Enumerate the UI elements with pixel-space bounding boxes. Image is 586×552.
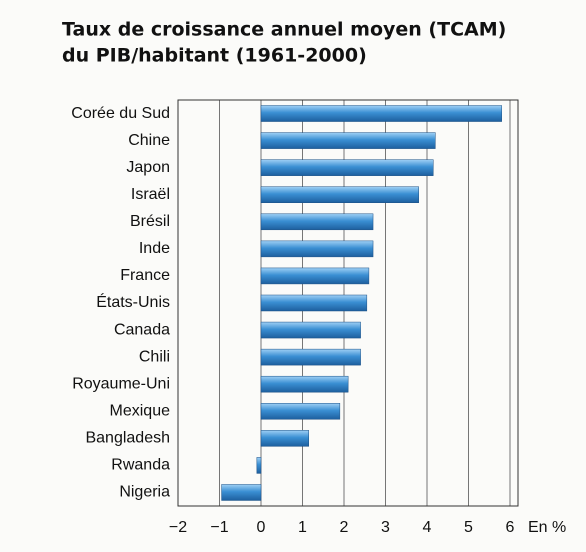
y-tick-label: Corée du Sud [71, 105, 170, 122]
bar [260, 105, 502, 122]
y-tick-label: Inde [139, 240, 170, 257]
y-tick-label: Chili [139, 348, 170, 365]
bar [260, 294, 368, 312]
y-tick-label: Mexique [110, 402, 171, 419]
bar [260, 240, 374, 258]
bar [260, 403, 341, 420]
x-tick-label: 5 [464, 519, 473, 536]
bar [260, 321, 361, 339]
y-tick-label: Chine [128, 132, 170, 149]
bar [260, 132, 436, 149]
x-tick-label: 0 [257, 519, 266, 536]
bar [260, 186, 419, 203]
x-tick-label: 3 [381, 519, 390, 536]
y-tick-label: États-Unis [96, 292, 170, 311]
y-tick-label: Rwanda [111, 457, 170, 474]
bar [260, 348, 361, 366]
y-tick-label: Israël [131, 186, 170, 203]
bar [260, 375, 349, 393]
y-tick-label: France [120, 267, 170, 284]
y-tick-label: Nigeria [119, 484, 170, 501]
y-tick-label: Canada [114, 321, 170, 338]
x-tick-label: −1 [210, 519, 228, 536]
bar [260, 213, 374, 231]
x-tick-label: 4 [423, 519, 432, 536]
bar [221, 484, 262, 501]
chart-title: Taux de croissance annuel moyen (TCAM) [62, 19, 506, 41]
x-tick-label: 6 [506, 519, 515, 536]
x-tick-label: 2 [340, 519, 349, 536]
plot-frame [177, 99, 519, 507]
bar [260, 159, 434, 176]
y-tick-label: Japon [126, 159, 170, 176]
x-tick-label: −2 [169, 519, 187, 536]
x-tick-label: 1 [298, 519, 307, 536]
bar [260, 430, 309, 447]
bar [256, 457, 262, 474]
y-tick-label: Brésil [130, 213, 170, 230]
y-tick-label: Bangladesh [85, 430, 170, 447]
chart-title: du PIB/habitant (1961-2000) [62, 45, 367, 67]
x-axis-label: En % [528, 519, 566, 536]
y-tick-label: Royaume-Uni [72, 375, 170, 392]
bar [260, 267, 370, 285]
